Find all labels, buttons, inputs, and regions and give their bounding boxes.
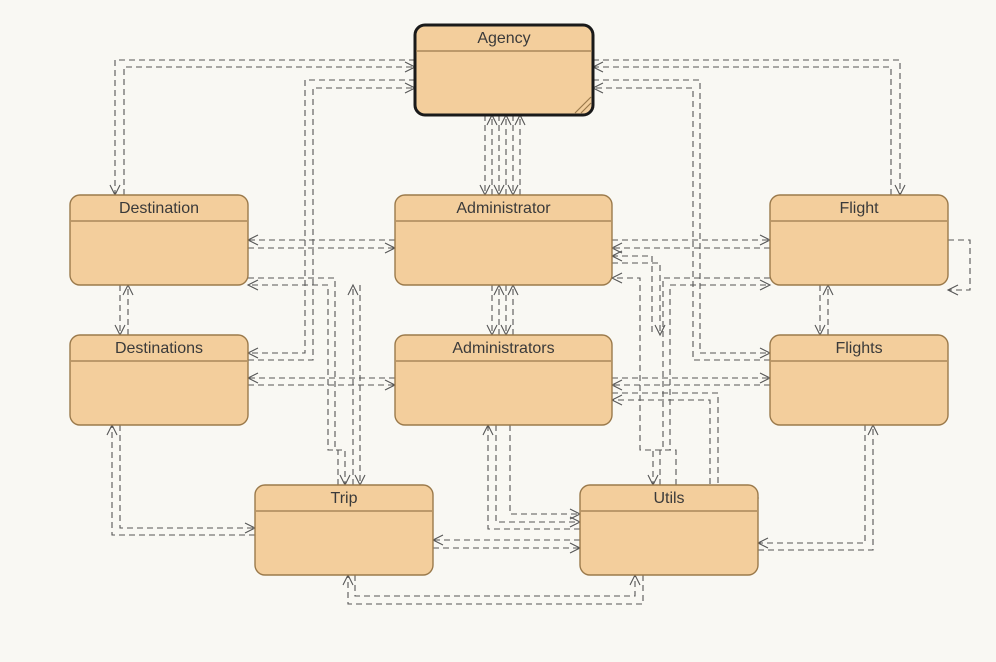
- dependency-edge: [120, 425, 255, 528]
- dependency-edge: [612, 393, 758, 498]
- node-destination: Destination: [70, 195, 248, 285]
- node-flights: Flights: [770, 335, 948, 425]
- dependency-edge: [355, 575, 635, 596]
- node-label: Destination: [119, 200, 199, 217]
- node-label: Destinations: [115, 340, 203, 357]
- dependency-edge: [124, 67, 415, 195]
- dependency-edge: [248, 88, 415, 360]
- dependency-edge: [593, 60, 900, 195]
- dependency-edge: [948, 240, 970, 290]
- dependency-edge: [248, 278, 345, 485]
- dependency-edge: [510, 425, 580, 514]
- node-utils: Utils: [580, 485, 758, 575]
- dependency-edge: [612, 278, 676, 485]
- dependency-edge: [612, 256, 652, 335]
- node-administrator: Administrator: [395, 195, 612, 285]
- node-administrators: Administrators: [395, 335, 612, 425]
- dependency-edge: [593, 88, 770, 360]
- edges-layer: [107, 60, 970, 604]
- node-label: Administrators: [452, 340, 554, 357]
- dependency-edge: [488, 425, 580, 529]
- dependency-edge: [348, 575, 643, 604]
- dependency-edge: [758, 425, 865, 543]
- node-label: Agency: [477, 30, 530, 47]
- node-label: Administrator: [456, 200, 551, 217]
- node-destinations: Destinations: [70, 335, 248, 425]
- node-label: Flights: [835, 340, 882, 357]
- dependency-diagram: Agency Destination Administrator Flight Dest…: [0, 0, 996, 662]
- dependency-edge: [593, 80, 770, 353]
- node-label: Flight: [839, 200, 879, 217]
- dependency-edge: [593, 67, 891, 195]
- dependency-edge: [112, 425, 255, 535]
- dependency-edge: [248, 80, 415, 353]
- node-label: Trip: [331, 490, 358, 507]
- dependency-edge: [496, 425, 580, 522]
- node-agency: Agency: [415, 25, 593, 115]
- node-flight: Flight: [770, 195, 948, 285]
- node-label: Utils: [653, 490, 684, 507]
- node-trip: Trip: [255, 485, 433, 575]
- dependency-edge: [758, 425, 873, 550]
- nodes-layer: Agency Destination Administrator Flight Dest…: [70, 25, 948, 575]
